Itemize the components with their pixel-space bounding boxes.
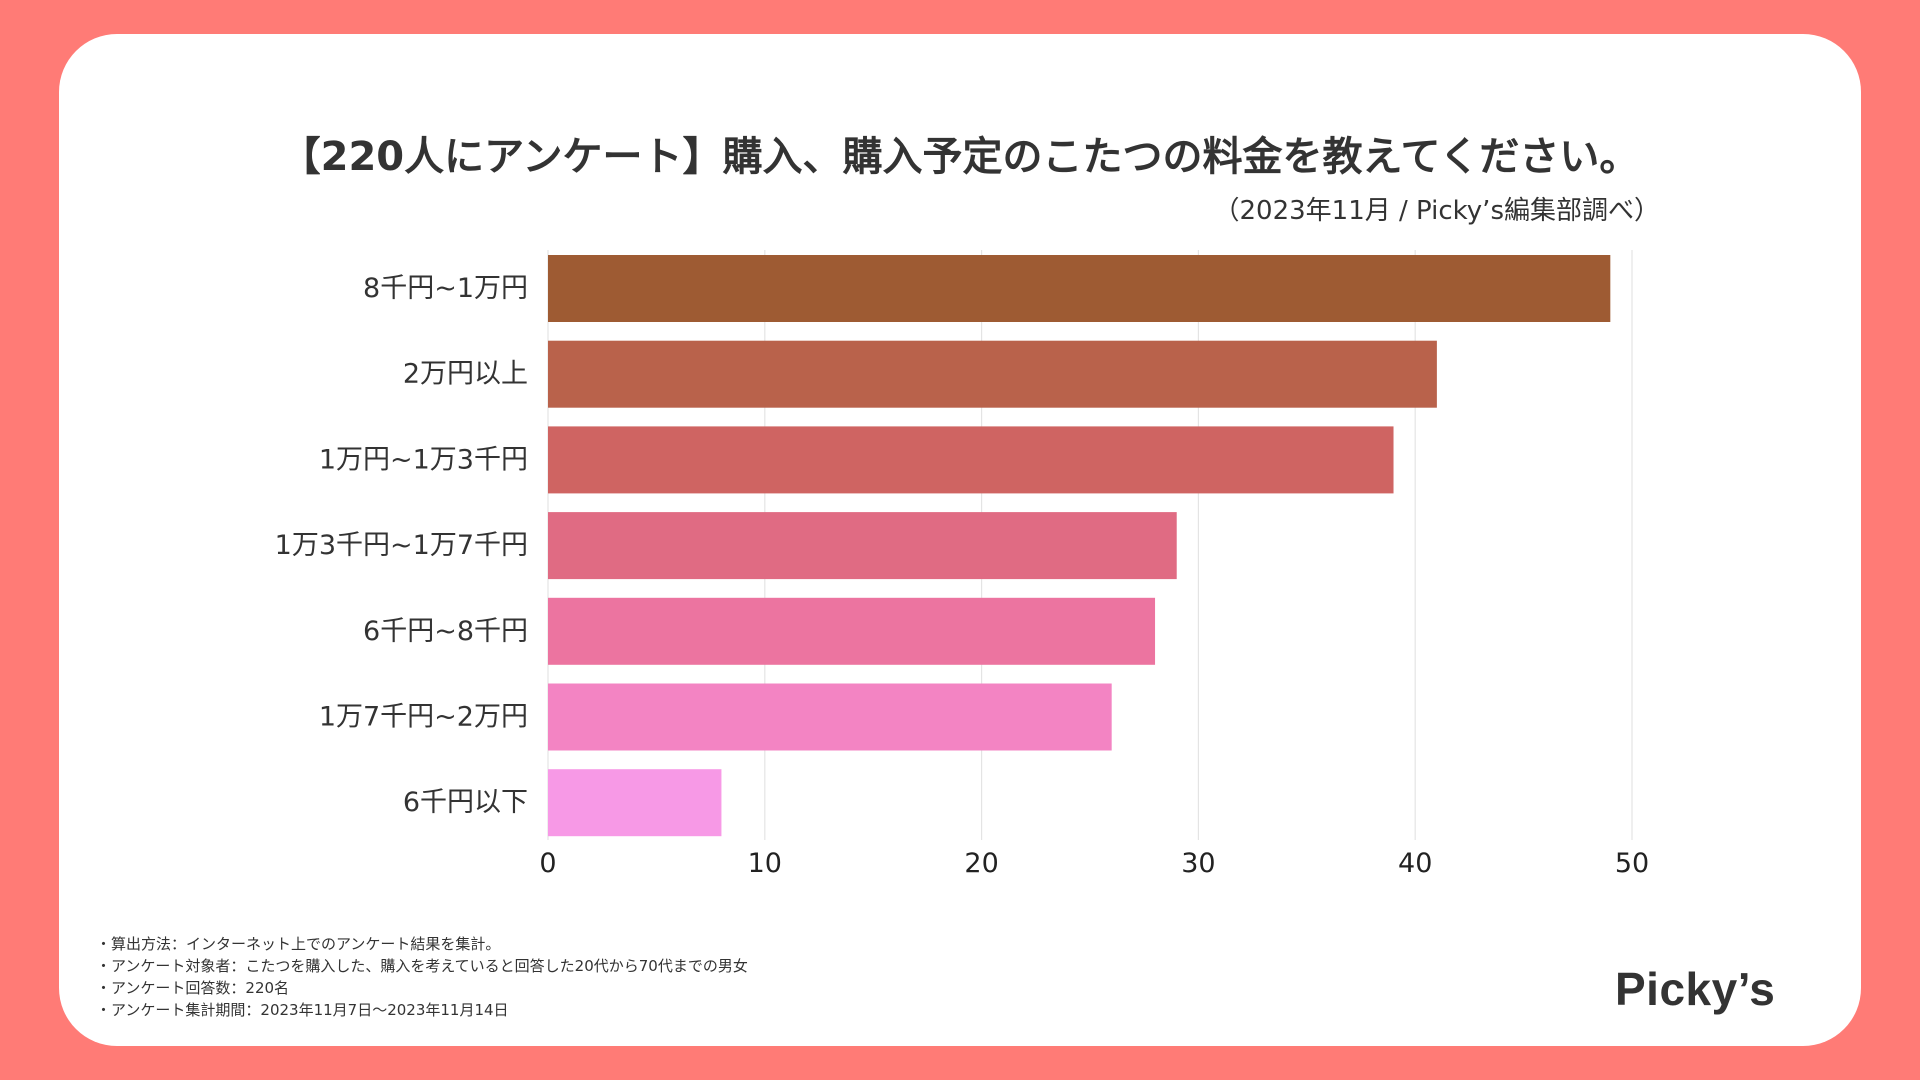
bar-6 <box>548 769 722 837</box>
bar-5 <box>548 683 1112 751</box>
bar-3 <box>548 512 1177 580</box>
category-label-2: 1万円~1万3千円 <box>319 444 528 475</box>
category-label-6: 6千円以下 <box>403 787 528 818</box>
chart-title: 【220人にアンケート】購入、購入予定のこたつの料金を教えてください。 <box>280 134 1640 180</box>
x-tick-label-50: 50 <box>1615 848 1649 879</box>
x-tick-label-0: 0 <box>539 848 556 879</box>
category-label-5: 1万7千円~2万円 <box>319 702 528 733</box>
category-label-3: 1万3千円~1万7千円 <box>275 530 528 561</box>
chart-subtitle: （2023年11月 / Picky’s編集部調べ） <box>1213 196 1661 226</box>
note-respondents: ・アンケート回答数：220名 <box>96 979 290 997</box>
bar-0 <box>548 255 1611 322</box>
category-label-1: 2万円以上 <box>403 359 528 390</box>
bar-1 <box>548 340 1437 408</box>
note-method: ・算出方法：インターネット上でのアンケート結果を集計。 <box>96 935 501 953</box>
bar-4 <box>548 597 1156 665</box>
category-label-0: 8千円~1万円 <box>363 273 528 304</box>
x-tick-label-30: 30 <box>1181 848 1215 879</box>
pickys-logo: Picky’s <box>1615 963 1776 1015</box>
x-tick-label-10: 10 <box>748 848 782 879</box>
x-tick-label-20: 20 <box>964 848 998 879</box>
note-target: ・アンケート対象者：こたつを購入した、購入を考えていると回答した20代から70代… <box>96 957 748 975</box>
bar-2 <box>548 426 1394 494</box>
note-period: ・アンケート集計期間：2023年11月7日〜2023年11月14日 <box>96 1001 509 1019</box>
x-tick-label-40: 40 <box>1398 848 1432 879</box>
survey-notes: ・算出方法：インターネット上でのアンケート結果を集計。 ・アンケート対象者：こた… <box>96 933 748 1021</box>
category-label-4: 6千円~8千円 <box>363 616 528 647</box>
